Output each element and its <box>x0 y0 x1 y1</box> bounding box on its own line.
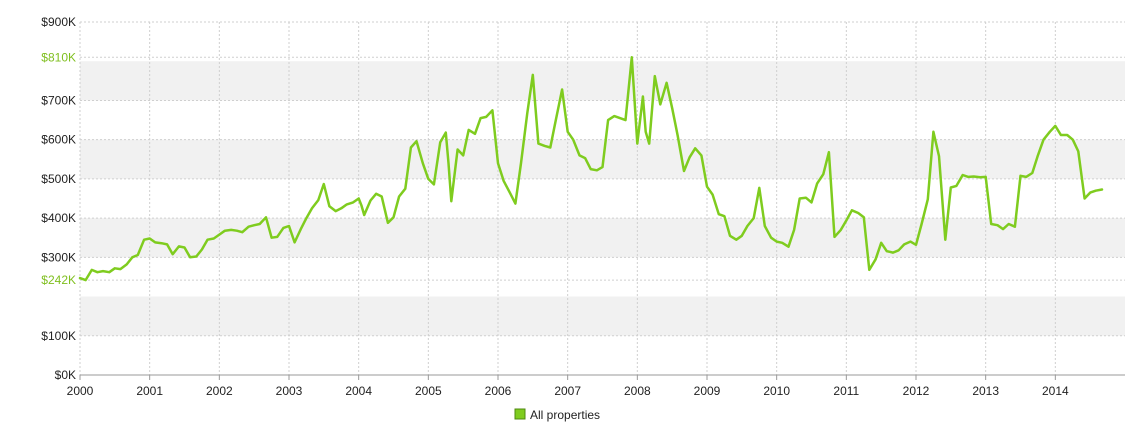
x-axis-tick-labels: 2000 2001 2002 2003 2004 2005 2006 2007 2008 2009… <box>67 384 1069 398</box>
x-tick-label: 2006 <box>485 384 512 398</box>
grid-bands <box>80 61 1125 336</box>
y-tick-label: $500K <box>41 172 76 186</box>
x-tick-label: 2013 <box>972 384 999 398</box>
y-tick-label: $700K <box>41 93 76 107</box>
x-tick-label: 2012 <box>903 384 930 398</box>
legend-swatch-all-properties <box>514 408 526 420</box>
y-tick-label: $600K <box>41 133 76 147</box>
y-tick-label: $0K <box>55 368 76 382</box>
y-tick-label: $900K <box>41 15 76 29</box>
x-tick-label: 2001 <box>136 384 163 398</box>
grid-band <box>80 296 1125 336</box>
series-line-all-properties <box>78 56 1104 282</box>
x-tick-label: 2008 <box>624 384 651 398</box>
legend-label-all-properties: All properties <box>530 408 600 422</box>
y-tick-label: $810K <box>41 50 76 64</box>
y-tick-label: $242K <box>41 273 76 287</box>
y-tick-label: $300K <box>41 250 76 264</box>
x-tick-label: 2004 <box>345 384 372 398</box>
x-tick-label: 2007 <box>554 384 581 398</box>
grid-band <box>80 218 1125 258</box>
series-group <box>78 56 1104 282</box>
grid-band <box>80 61 1125 101</box>
y-tick-label: $100K <box>41 329 76 343</box>
x-tick-label: 2003 <box>276 384 303 398</box>
x-tick-label: 2014 <box>1042 384 1069 398</box>
x-tick-label: 2009 <box>694 384 721 398</box>
x-tick-label: 2010 <box>763 384 790 398</box>
x-tick-label: 2005 <box>415 384 442 398</box>
y-tick-label: $400K <box>41 211 76 225</box>
x-tick-label: 2011 <box>833 384 859 398</box>
y-axis-tick-labels: $0K $100K $242K $300K $400K $500K $600K $700K $8… <box>41 15 76 382</box>
x-tick-label: 2000 <box>67 384 94 398</box>
legend: All properties <box>514 408 600 422</box>
x-tick-label: 2002 <box>206 384 233 398</box>
